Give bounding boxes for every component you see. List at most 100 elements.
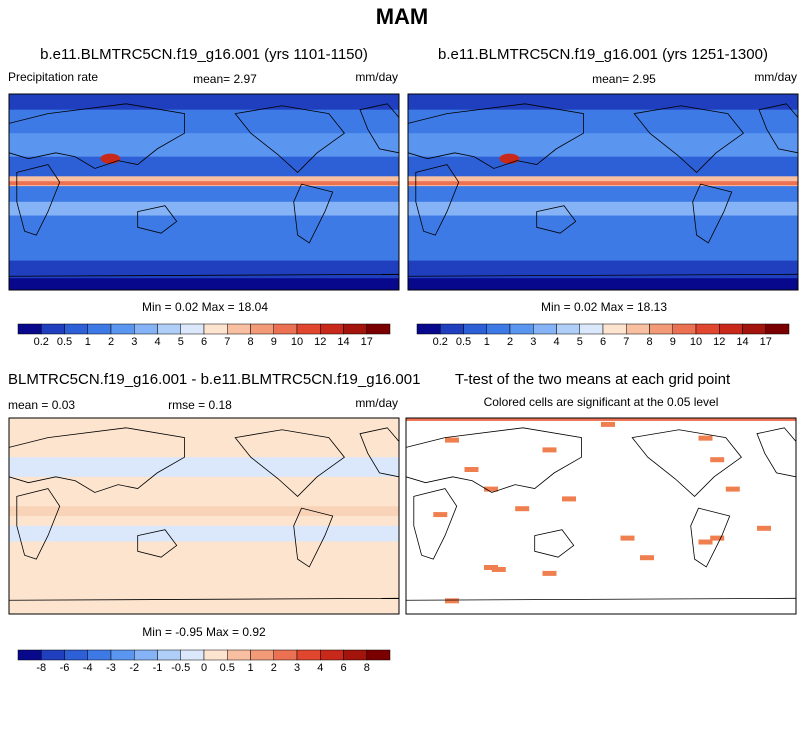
- coastline: [234, 105, 345, 173]
- colorbar-label: 3: [131, 336, 137, 348]
- field-band: [9, 94, 399, 110]
- panel-title: T-test of the two means at each grid poi…: [455, 371, 731, 388]
- colorbar-box: [366, 323, 391, 335]
- map-frame: [8, 417, 400, 615]
- colorbar-label: 14: [736, 336, 748, 348]
- coastline: [359, 103, 399, 154]
- colorbar-box: [203, 649, 228, 661]
- coastline: [9, 597, 399, 601]
- colorbar-box: [180, 323, 205, 335]
- colorbar-box: [87, 323, 112, 335]
- field-band: [9, 201, 399, 216]
- colorbar-box: [250, 323, 274, 335]
- significant-cell: [515, 506, 530, 512]
- colorbar-label: -6: [60, 662, 70, 674]
- colorbar-label: 17: [760, 336, 772, 348]
- colorbar-box: [649, 323, 673, 335]
- significant-cell: [601, 421, 615, 427]
- colorbar-label: -2: [129, 662, 139, 674]
- colorbar-label: 2: [271, 662, 277, 674]
- coastline: [406, 427, 582, 493]
- colorbar-label: -4: [83, 662, 93, 674]
- panel-title: b.e11.BLMTRC5CN.f19_g16.001 (yrs 1251-13…: [438, 46, 768, 63]
- field-band: [9, 278, 399, 290]
- panel-units: mm/day: [355, 396, 398, 410]
- map-field: [9, 94, 399, 290]
- panel-stats: Min = 0.02 Max = 18.13: [541, 300, 667, 314]
- colorbar-box: [579, 323, 604, 335]
- panel-mean: mean = 0.03: [8, 398, 75, 412]
- colorbar-box: [157, 323, 181, 335]
- map: [407, 93, 799, 291]
- coastline: [756, 427, 796, 478]
- colorbar-box: [556, 323, 580, 335]
- significant-cell: [640, 555, 654, 561]
- colorbar-label: 3: [294, 662, 300, 674]
- colorbar-label: 7: [623, 336, 629, 348]
- colorbar-box: [366, 649, 391, 661]
- significant-cell: [620, 535, 635, 541]
- colorbar-label: 6: [201, 336, 207, 348]
- field-band: [408, 94, 798, 290]
- colorbar-label: 12: [713, 336, 725, 348]
- panel-mean: mean= 2.97: [193, 72, 257, 86]
- coastline: [692, 183, 733, 244]
- colorbar-label: 9: [670, 336, 676, 348]
- coastline: [9, 273, 399, 277]
- map-field: [9, 418, 399, 614]
- colorbar-label: 12: [314, 336, 326, 348]
- coastline: [633, 105, 744, 173]
- colorbar-box: [17, 649, 42, 661]
- significant-cell: [433, 512, 448, 518]
- field-band: [9, 525, 399, 542]
- colorbar-label: 0.2: [433, 336, 448, 348]
- panel-label: Precipitation rate: [8, 70, 98, 84]
- map-field: [408, 94, 798, 290]
- significant-cell: [562, 496, 576, 502]
- coastline: [293, 183, 334, 244]
- panel-stats: Min = -0.95 Max = 0.92: [142, 625, 266, 639]
- colorbar-label: 9: [271, 336, 277, 348]
- field-band: [408, 156, 798, 177]
- colorbar-box: [509, 323, 534, 335]
- colorbar-label: 10: [690, 336, 702, 348]
- colorbar-label: 1: [85, 336, 91, 348]
- field-band: [9, 181, 399, 186]
- map-frame: [405, 417, 797, 615]
- colorbar-box: [416, 323, 441, 335]
- figure-title: MAM: [376, 4, 429, 29]
- colorbar-box: [320, 649, 344, 661]
- field-band: [9, 506, 399, 516]
- colorbar-label: 8: [364, 662, 370, 674]
- significant-cell: [484, 486, 498, 492]
- coastline: [758, 103, 798, 154]
- colorbar-box: [203, 323, 228, 335]
- field-spot: [499, 153, 520, 164]
- coastline: [16, 164, 61, 236]
- coastline: [413, 488, 458, 560]
- colorbar-box: [227, 649, 251, 661]
- significant-cell: [710, 457, 725, 463]
- colorbar-label: 1: [484, 336, 490, 348]
- map: [405, 417, 797, 615]
- colorbar-label: 1: [247, 662, 253, 674]
- map-frame: [8, 93, 400, 291]
- colorbar-box: [250, 649, 274, 661]
- colorbar-box: [533, 323, 557, 335]
- colorbar-box: [134, 323, 158, 335]
- colorbar-label: 8: [646, 336, 652, 348]
- colorbar-label: 7: [224, 336, 230, 348]
- field-band: [408, 201, 798, 216]
- colorbar-label: 0.2: [34, 336, 49, 348]
- coastline: [406, 597, 796, 601]
- field-band: [9, 133, 399, 157]
- coastline: [137, 205, 178, 234]
- colorbar-box: [110, 323, 135, 335]
- colorbar-label: 5: [577, 336, 583, 348]
- colorbar-box: [672, 323, 697, 335]
- colorbar-box: [602, 323, 627, 335]
- colorbar-box: [227, 323, 251, 335]
- significant-cell: [725, 486, 740, 492]
- colorbar-label: 6: [600, 336, 606, 348]
- coastline: [631, 429, 742, 497]
